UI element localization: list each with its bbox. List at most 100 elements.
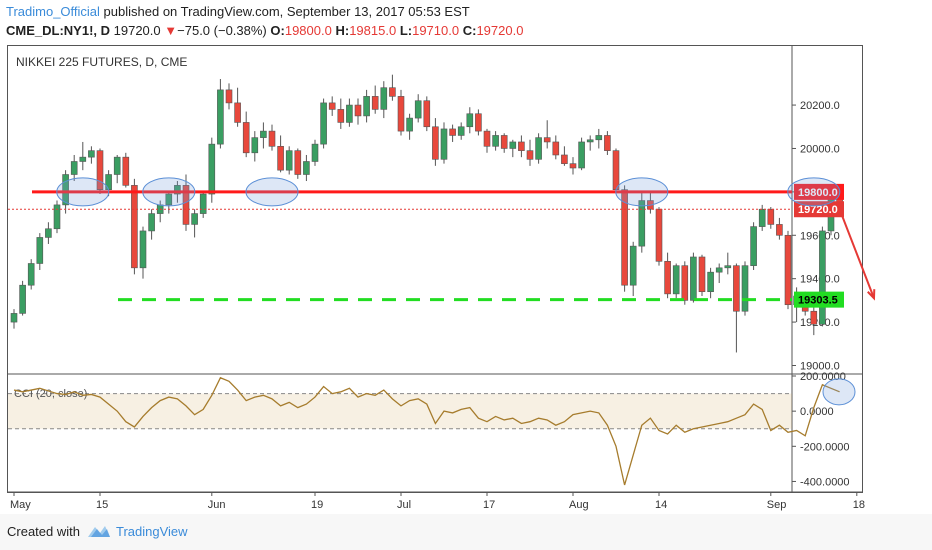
candle-body[interactable] [569, 163, 577, 169]
candle-body[interactable] [27, 263, 35, 286]
cci-line[interactable] [13, 376, 840, 486]
candle-body[interactable] [122, 156, 130, 186]
candle-body[interactable] [483, 130, 491, 147]
candle-body[interactable] [595, 135, 603, 141]
candle-body[interactable] [586, 139, 594, 143]
candle-body[interactable] [10, 313, 18, 323]
candle-body[interactable] [423, 100, 431, 128]
candle-body[interactable] [604, 135, 611, 151]
highlight-ellipse[interactable] [245, 177, 299, 207]
highlight-ellipse[interactable] [787, 177, 841, 207]
candle-body[interactable] [724, 265, 732, 269]
candle-body[interactable] [380, 87, 388, 110]
candle-body[interactable] [191, 213, 198, 225]
candle-body[interactable] [242, 122, 250, 154]
candle-body[interactable] [776, 224, 783, 236]
candle-body[interactable] [707, 271, 714, 293]
candle-body[interactable] [251, 137, 259, 154]
candle-body[interactable] [810, 310, 818, 325]
candle-body[interactable] [466, 113, 474, 128]
candle-body[interactable] [612, 150, 620, 191]
cci-highlight-ellipse[interactable] [822, 378, 856, 406]
candle-body[interactable] [165, 193, 173, 206]
candle-body[interactable] [638, 200, 646, 247]
candle-body[interactable] [475, 113, 482, 132]
candle-body[interactable] [45, 228, 52, 238]
chart-canvas[interactable]: 20200.020000.019800.019600.019400.019200… [0, 0, 932, 514]
candle-body[interactable] [578, 141, 585, 169]
candle-body[interactable] [277, 145, 284, 171]
candle-body[interactable] [303, 161, 310, 175]
candle-body[interactable] [53, 204, 61, 230]
tradingview-logo-icon[interactable] [86, 523, 112, 541]
candle-body[interactable] [70, 161, 78, 175]
candle-body[interactable] [500, 135, 508, 149]
candle-body[interactable] [389, 87, 396, 97]
candle-body[interactable] [621, 189, 628, 286]
candle-body[interactable] [664, 261, 671, 295]
candle-body[interactable] [88, 150, 95, 158]
candle-body[interactable] [655, 208, 663, 262]
candle-body[interactable] [217, 89, 224, 145]
candle-body[interactable] [784, 234, 792, 306]
candle-body[interactable] [19, 284, 26, 314]
candle-body[interactable] [79, 156, 87, 162]
candle-body[interactable] [148, 213, 155, 232]
candle-body[interactable] [457, 126, 465, 136]
candle-body[interactable] [406, 117, 413, 132]
candle-body[interactable] [715, 267, 723, 273]
candle-body[interactable] [449, 128, 456, 136]
candle-body[interactable] [182, 185, 190, 225]
candle-body[interactable] [363, 96, 370, 117]
candle-body[interactable] [492, 135, 499, 147]
highlight-ellipse[interactable] [56, 177, 110, 207]
candle-body[interactable] [311, 143, 319, 162]
candle-body[interactable] [371, 96, 379, 110]
highlight-ellipse[interactable] [142, 177, 196, 207]
candle-body[interactable] [698, 256, 706, 293]
candle-body[interactable] [397, 96, 405, 132]
candle-body[interactable] [131, 185, 138, 269]
candle-body[interactable] [741, 265, 749, 312]
candle-body[interactable] [268, 130, 276, 147]
candle-body[interactable] [260, 130, 267, 138]
candle-body[interactable] [526, 150, 534, 160]
candle-body[interactable] [225, 89, 233, 104]
candle-body[interactable] [208, 143, 216, 195]
candle-body[interactable] [234, 102, 241, 123]
candle-body[interactable] [750, 226, 757, 266]
candle-body[interactable] [518, 141, 525, 151]
tradingview-brand[interactable]: TradingView [116, 524, 188, 539]
candle-body[interactable] [672, 265, 680, 295]
candle-body[interactable] [139, 230, 147, 269]
candle-body[interactable] [509, 141, 517, 149]
candle-body[interactable] [561, 154, 568, 164]
candle-body[interactable] [629, 245, 637, 286]
candle-body[interactable] [346, 104, 353, 123]
candle-body[interactable] [199, 193, 207, 214]
candle-body[interactable] [552, 141, 560, 156]
candle-body[interactable] [432, 126, 439, 160]
author-link[interactable]: Tradimo_Official [6, 4, 100, 19]
highlight-ellipse[interactable] [615, 177, 669, 207]
candle-body[interactable] [440, 128, 448, 160]
candle-body[interactable] [690, 256, 697, 301]
candle-body[interactable] [681, 265, 689, 301]
candle-body[interactable] [535, 137, 542, 160]
candle-body[interactable] [113, 156, 121, 175]
candle-body[interactable] [414, 100, 422, 119]
candle-body[interactable] [285, 150, 293, 171]
candle-body[interactable] [174, 185, 181, 195]
candle-body[interactable] [328, 102, 336, 110]
candle-body[interactable] [733, 265, 740, 312]
candle-body[interactable] [819, 230, 826, 325]
candle-body[interactable] [354, 104, 362, 117]
candle-body[interactable] [294, 150, 302, 175]
candle-body[interactable] [767, 208, 775, 225]
projection-arrow[interactable] [838, 208, 875, 299]
candle-body[interactable] [337, 109, 345, 123]
candle-body[interactable] [62, 174, 69, 206]
candle-body[interactable] [320, 102, 327, 145]
candle-body[interactable] [36, 237, 44, 264]
candle-body[interactable] [758, 208, 766, 227]
